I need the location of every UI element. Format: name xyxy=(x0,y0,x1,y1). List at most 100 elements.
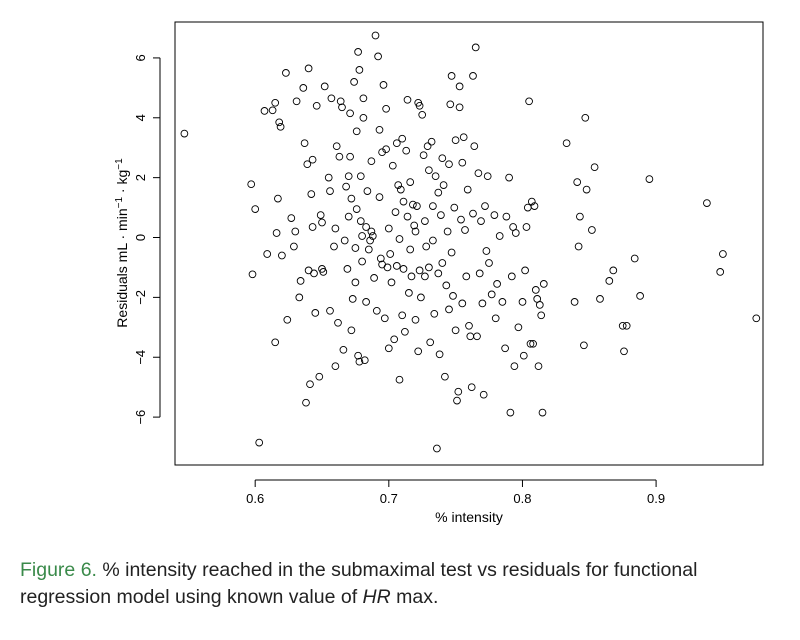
data-point xyxy=(395,235,404,243)
data-point xyxy=(394,181,403,189)
data-point xyxy=(574,242,583,251)
data-point xyxy=(581,113,590,122)
data-point xyxy=(458,158,467,167)
data-point xyxy=(287,214,296,222)
data-point xyxy=(450,203,459,212)
data-point xyxy=(470,142,479,151)
data-point xyxy=(276,122,285,131)
x-tick-label: 0.9 xyxy=(647,491,665,506)
y-axis-label-kg-exponent: −1 xyxy=(114,158,125,170)
y-tick-label: −2 xyxy=(133,290,148,305)
data-point xyxy=(180,129,189,138)
data-point xyxy=(335,152,344,161)
data-point xyxy=(507,272,516,281)
data-point xyxy=(580,341,588,350)
data-point xyxy=(282,69,290,77)
data-point xyxy=(340,236,349,245)
x-axis: 0.6 0.7 0.8 0.9 xyxy=(246,479,665,506)
data-point xyxy=(485,259,493,267)
data-point xyxy=(358,257,366,266)
data-point xyxy=(473,332,481,341)
data-point xyxy=(447,248,456,257)
data-point xyxy=(455,82,464,91)
data-point xyxy=(283,315,292,324)
data-point xyxy=(399,265,408,273)
caption-italic-term: HR xyxy=(362,586,391,608)
data-point xyxy=(719,250,727,258)
data-point xyxy=(445,305,453,314)
data-point xyxy=(260,107,269,115)
data-point xyxy=(430,309,439,318)
data-point xyxy=(382,145,390,154)
y-tick-label: −4 xyxy=(133,350,148,365)
data-point xyxy=(362,298,370,306)
y-axis-label-kg: kg xyxy=(114,170,130,185)
data-point xyxy=(315,372,324,381)
data-point xyxy=(434,269,443,278)
data-point xyxy=(316,211,325,219)
y-axis-label-min: min xyxy=(114,208,130,231)
data-point xyxy=(331,362,340,371)
data-point xyxy=(588,226,596,234)
data-point xyxy=(453,396,461,405)
data-point xyxy=(331,224,340,233)
data-point xyxy=(618,321,627,330)
data-point xyxy=(367,157,376,166)
data-point xyxy=(433,444,441,453)
data-point xyxy=(422,242,431,251)
data-point xyxy=(407,272,416,281)
data-point xyxy=(374,52,382,61)
data-point xyxy=(383,263,392,272)
data-point xyxy=(421,217,429,225)
data-point xyxy=(425,166,433,175)
data-point xyxy=(590,163,599,172)
data-point xyxy=(398,134,407,143)
data-point xyxy=(306,380,314,389)
data-point xyxy=(438,154,447,163)
y-axis: −6 −4 −2 0 2 4 6 xyxy=(133,54,161,425)
data-point xyxy=(302,398,310,407)
data-point xyxy=(426,338,435,347)
data-point xyxy=(443,227,452,236)
data-point xyxy=(347,326,356,335)
y-axis-label-dot: · xyxy=(114,231,130,243)
data-point xyxy=(620,347,628,356)
data-point xyxy=(275,118,284,127)
data-point xyxy=(411,315,420,324)
data-point xyxy=(526,339,535,348)
data-point xyxy=(562,139,571,148)
data-point xyxy=(445,160,453,169)
data-point xyxy=(415,101,424,110)
data-point xyxy=(384,224,393,233)
data-point xyxy=(392,139,401,148)
data-point xyxy=(388,161,397,170)
data-point xyxy=(596,295,604,303)
data-point xyxy=(326,306,334,315)
data-point xyxy=(354,48,362,56)
data-point xyxy=(493,280,501,288)
data-point xyxy=(461,226,469,234)
data-point xyxy=(303,160,312,169)
data-point xyxy=(338,103,346,112)
data-point xyxy=(447,72,456,80)
data-point xyxy=(391,208,400,216)
data-point xyxy=(300,139,309,148)
data-point xyxy=(475,269,484,278)
x-axis-label: % intensity xyxy=(435,509,503,525)
caption-text: % intensity reached in the submaximal te… xyxy=(20,559,698,608)
data-point xyxy=(399,197,408,206)
data-point xyxy=(525,97,533,106)
data-point xyxy=(371,31,380,40)
data-point xyxy=(441,372,449,381)
data-point xyxy=(522,223,531,231)
data-point xyxy=(421,272,429,281)
y-tick-label: 0 xyxy=(133,234,148,241)
data-point xyxy=(446,100,455,109)
data-point xyxy=(318,218,326,227)
data-point xyxy=(292,97,301,106)
data-point xyxy=(570,298,579,306)
data-point xyxy=(514,323,523,332)
data-point xyxy=(247,180,256,189)
data-point xyxy=(263,250,272,258)
data-point xyxy=(363,187,372,195)
